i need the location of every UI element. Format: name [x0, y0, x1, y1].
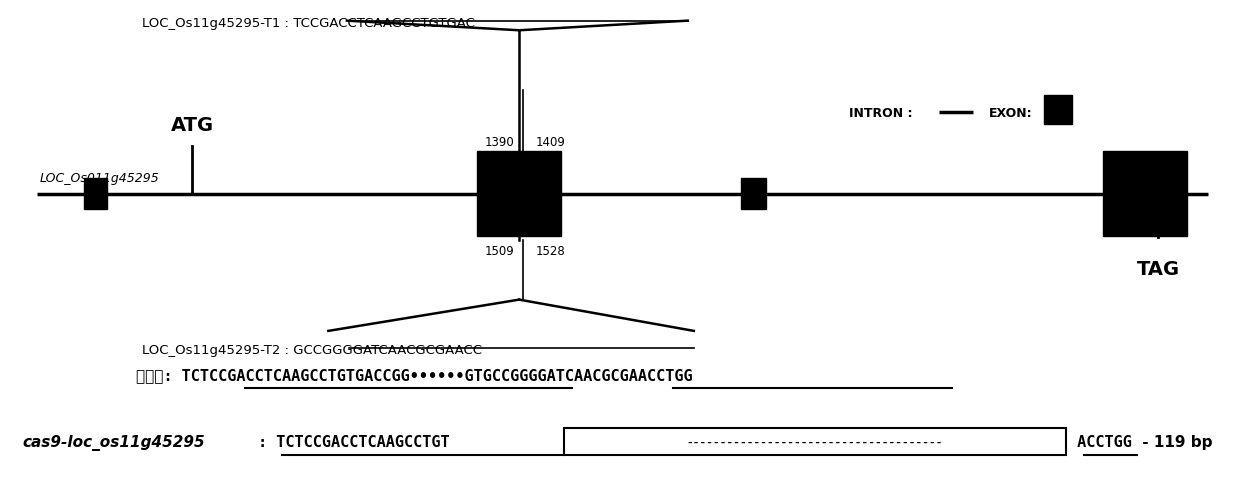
Text: EXON:: EXON:: [989, 106, 1032, 120]
Text: cas9-loc_os11g45295: cas9-loc_os11g45295: [22, 433, 204, 450]
Text: TAG: TAG: [1137, 259, 1180, 278]
Text: 1528: 1528: [535, 245, 565, 258]
Bar: [1103, 152, 1187, 236]
Bar: [1044, 96, 1072, 125]
Text: 1409: 1409: [535, 136, 565, 149]
Text: 日本晴: TCTCCGACCTCAAGCCTGTGACCGG••••••GTGCCGGGGATCAACGCGAACCTGG: 日本晴: TCTCCGACCTCAAGCCTGTGACCGG••••••GTGC…: [136, 367, 693, 382]
Bar: [84, 179, 107, 210]
Text: LOC_Os11g45295-T1 : TCCGACCTCAAGCCTGTGAC: LOC_Os11g45295-T1 : TCCGACCTCAAGCCTGTGAC: [142, 17, 476, 30]
Bar: [564, 428, 1066, 455]
Text: INTRON :: INTRON :: [849, 106, 912, 120]
Text: --------------------------------------: --------------------------------------: [686, 437, 943, 446]
Text: LOC_Os11g45295-T2 : GCCGGGGATCAACGCGAACC: LOC_Os11g45295-T2 : GCCGGGGATCAACGCGAACC: [142, 343, 482, 356]
Bar: [741, 179, 766, 210]
Text: - 119 bp: - 119 bp: [1137, 434, 1213, 449]
Bar: [477, 152, 561, 236]
Text: ATG: ATG: [171, 115, 213, 134]
Text: ACCTGG: ACCTGG: [1068, 434, 1132, 449]
Text: LOC_Os011g45295: LOC_Os011g45295: [40, 172, 160, 185]
Text: 1509: 1509: [484, 245, 514, 258]
Text: : TCTCCGACCTCAAGCCTGT: : TCTCCGACCTCAAGCCTGT: [258, 434, 450, 449]
Text: 1390: 1390: [484, 136, 514, 149]
